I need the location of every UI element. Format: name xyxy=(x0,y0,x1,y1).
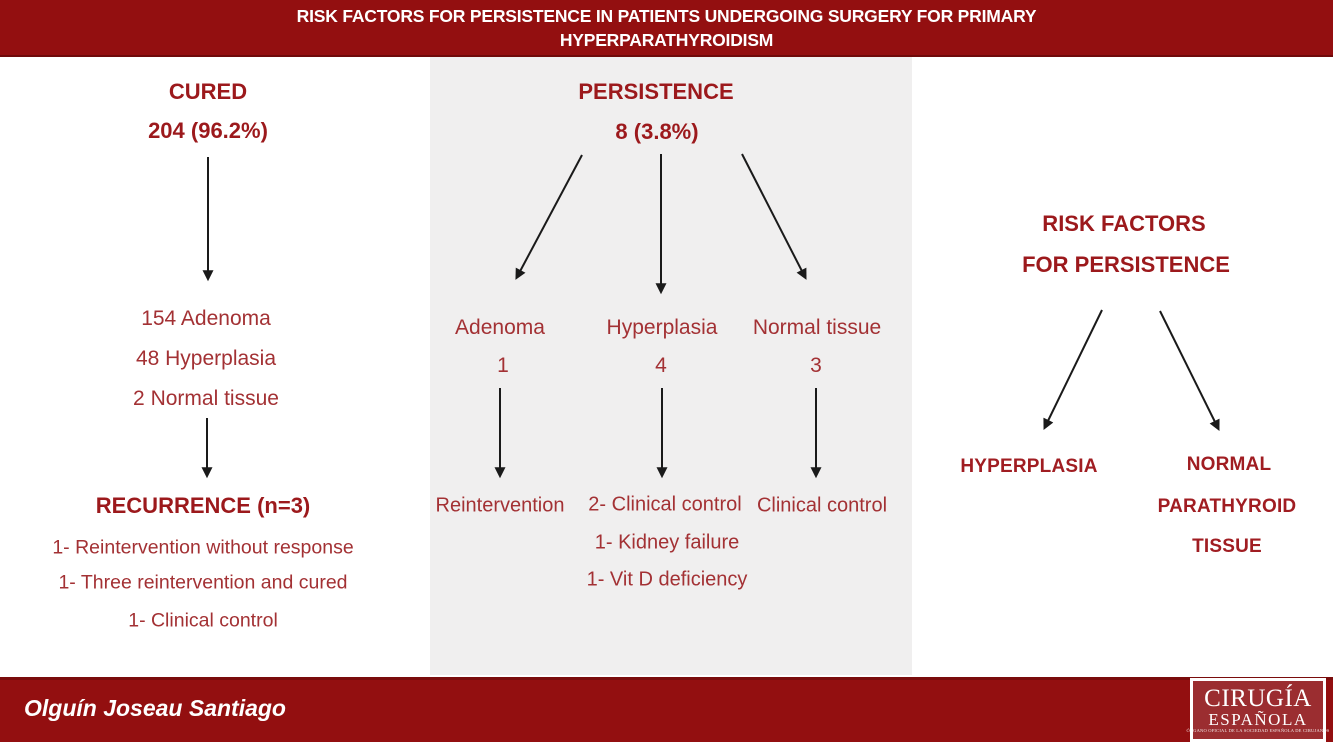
author-name: Olguín Joseau Santiago xyxy=(24,695,286,721)
logo-title-line1: CIRUGÍA xyxy=(1204,685,1312,712)
logo-tagline: ÓRGANO OFICIAL DE LA SOCIEDAD ESPAÑOLA D… xyxy=(1186,728,1330,733)
branch-hyperplasia-count: 4 xyxy=(655,354,667,377)
cured-pathology-hyperplasia: 48 Hyperplasia xyxy=(135,347,277,370)
outcome-hyperplasia-1: 2- Clinical control xyxy=(588,493,742,516)
branch-adenoma-count: 1 xyxy=(497,354,509,377)
recurrence-heading: RECURRENCE (n=3) xyxy=(95,493,311,518)
risk-factor-hyperplasia: HYPERPLASIA xyxy=(960,456,1098,477)
footer-banner xyxy=(0,677,1333,742)
cured-heading: CURED xyxy=(168,79,248,104)
cirugia-espanola-logo: CIRUGÍA ESPAÑOLA ÓRGANO OFICIAL DE LA SO… xyxy=(1187,678,1329,742)
cirugia-espanola-logo-inner: CIRUGÍA ESPAÑOLA ÓRGANO OFICIAL DE LA SO… xyxy=(1187,681,1329,739)
branch-normal-tissue-count: 3 xyxy=(810,354,822,377)
risk-factor-normal-line1: NORMAL xyxy=(1186,454,1272,475)
outcome-hyperplasia-2: 1- Kidney failure xyxy=(594,531,740,554)
recurrence-item-2: 1- Three reintervention and cured xyxy=(58,571,348,594)
title-banner: RISK FACTORS FOR PERSISTENCE IN PATIENTS… xyxy=(0,0,1333,57)
logo-title-line2: ESPAÑOLA xyxy=(1208,710,1308,729)
branch-hyperplasia-label: Hyperplasia xyxy=(606,316,718,339)
persistence-panel-background xyxy=(430,57,912,675)
risk-factors-heading-line2: FOR PERSISTENCE xyxy=(1022,252,1230,277)
cured-count: 204 (96.2%) xyxy=(148,118,268,143)
persistence-count: 8 (3.8%) xyxy=(615,119,699,144)
outcome-adenoma: Reintervention xyxy=(435,494,565,517)
risk-factors-heading-line1: RISK FACTORS xyxy=(1042,211,1206,236)
cured-pathology-normal-tissue: 2 Normal tissue xyxy=(133,387,279,410)
outcome-normal-tissue: Clinical control xyxy=(756,494,888,517)
branch-adenoma-label: Adenoma xyxy=(455,316,545,339)
recurrence-item-3: 1- Clinical control xyxy=(128,609,278,632)
recurrence-item-1: 1- Reintervention without response xyxy=(52,536,354,559)
page-title-line1: RISK FACTORS FOR PERSISTENCE IN PATIENTS… xyxy=(296,5,1037,26)
outcome-hyperplasia-3: 1- Vit D deficiency xyxy=(586,568,748,591)
page-title-line2: HYPERPARATHYROIDISM xyxy=(559,29,774,50)
branch-normal-tissue-label: Normal tissue xyxy=(752,316,882,339)
risk-factor-normal-line2: PARATHYROID xyxy=(1157,496,1297,517)
persistence-heading: PERSISTENCE xyxy=(578,79,734,104)
arrow-riskfactors-to-normal-tissue xyxy=(1159,310,1220,431)
risk-factor-normal-line3: TISSUE xyxy=(1192,536,1262,557)
cured-pathology-adenoma: 154 Adenoma xyxy=(141,307,271,330)
arrow-riskfactors-to-hyperplasia xyxy=(1043,309,1103,430)
